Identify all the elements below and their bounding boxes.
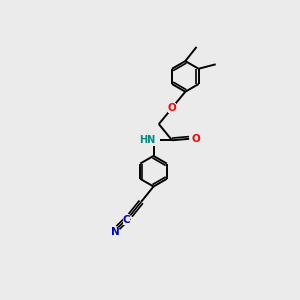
- Text: O: O: [191, 134, 200, 144]
- Text: O: O: [168, 103, 176, 113]
- Text: N: N: [111, 227, 119, 237]
- Text: HN: HN: [139, 135, 155, 145]
- Text: C: C: [123, 215, 130, 225]
